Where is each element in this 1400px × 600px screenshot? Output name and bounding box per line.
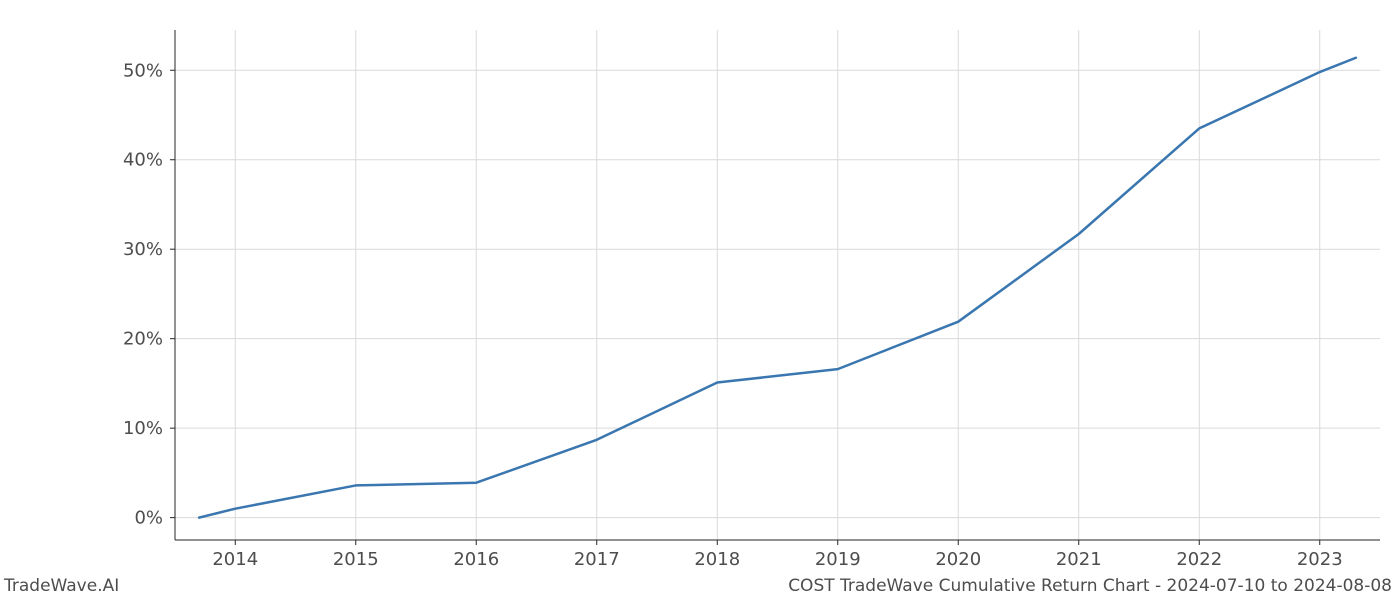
chart-container: 2014 2015 2016 2017 2018 2019 2020 2021 2022 2023… xyxy=(0,0,1400,600)
y-tick-label: 0% xyxy=(134,508,163,529)
line-chart: 2014 2015 2016 2017 2018 2019 2020 2021 2022 2023… xyxy=(0,0,1400,600)
x-tick-label: 2021 xyxy=(1056,549,1102,570)
y-tick-label: 50% xyxy=(123,60,163,81)
footer-caption: COST TradeWave Cumulative Return Chart -… xyxy=(788,576,1392,596)
x-tick-label: 2017 xyxy=(574,549,620,570)
x-tick-label: 2023 xyxy=(1297,549,1343,570)
y-tick-label: 30% xyxy=(123,239,163,260)
x-tick-label: 2018 xyxy=(694,549,740,570)
y-tick-label: 40% xyxy=(123,150,163,171)
x-tick-label: 2015 xyxy=(333,549,379,570)
x-tick-label: 2014 xyxy=(212,549,258,570)
y-tick-label: 10% xyxy=(123,418,163,439)
x-tick-label: 2019 xyxy=(815,549,861,570)
footer-brand: TradeWave.AI xyxy=(4,576,119,596)
y-tick-label: 20% xyxy=(123,329,163,350)
x-tick-label: 2020 xyxy=(935,549,981,570)
x-tick-label: 2016 xyxy=(453,549,499,570)
x-tick-label: 2022 xyxy=(1176,549,1222,570)
